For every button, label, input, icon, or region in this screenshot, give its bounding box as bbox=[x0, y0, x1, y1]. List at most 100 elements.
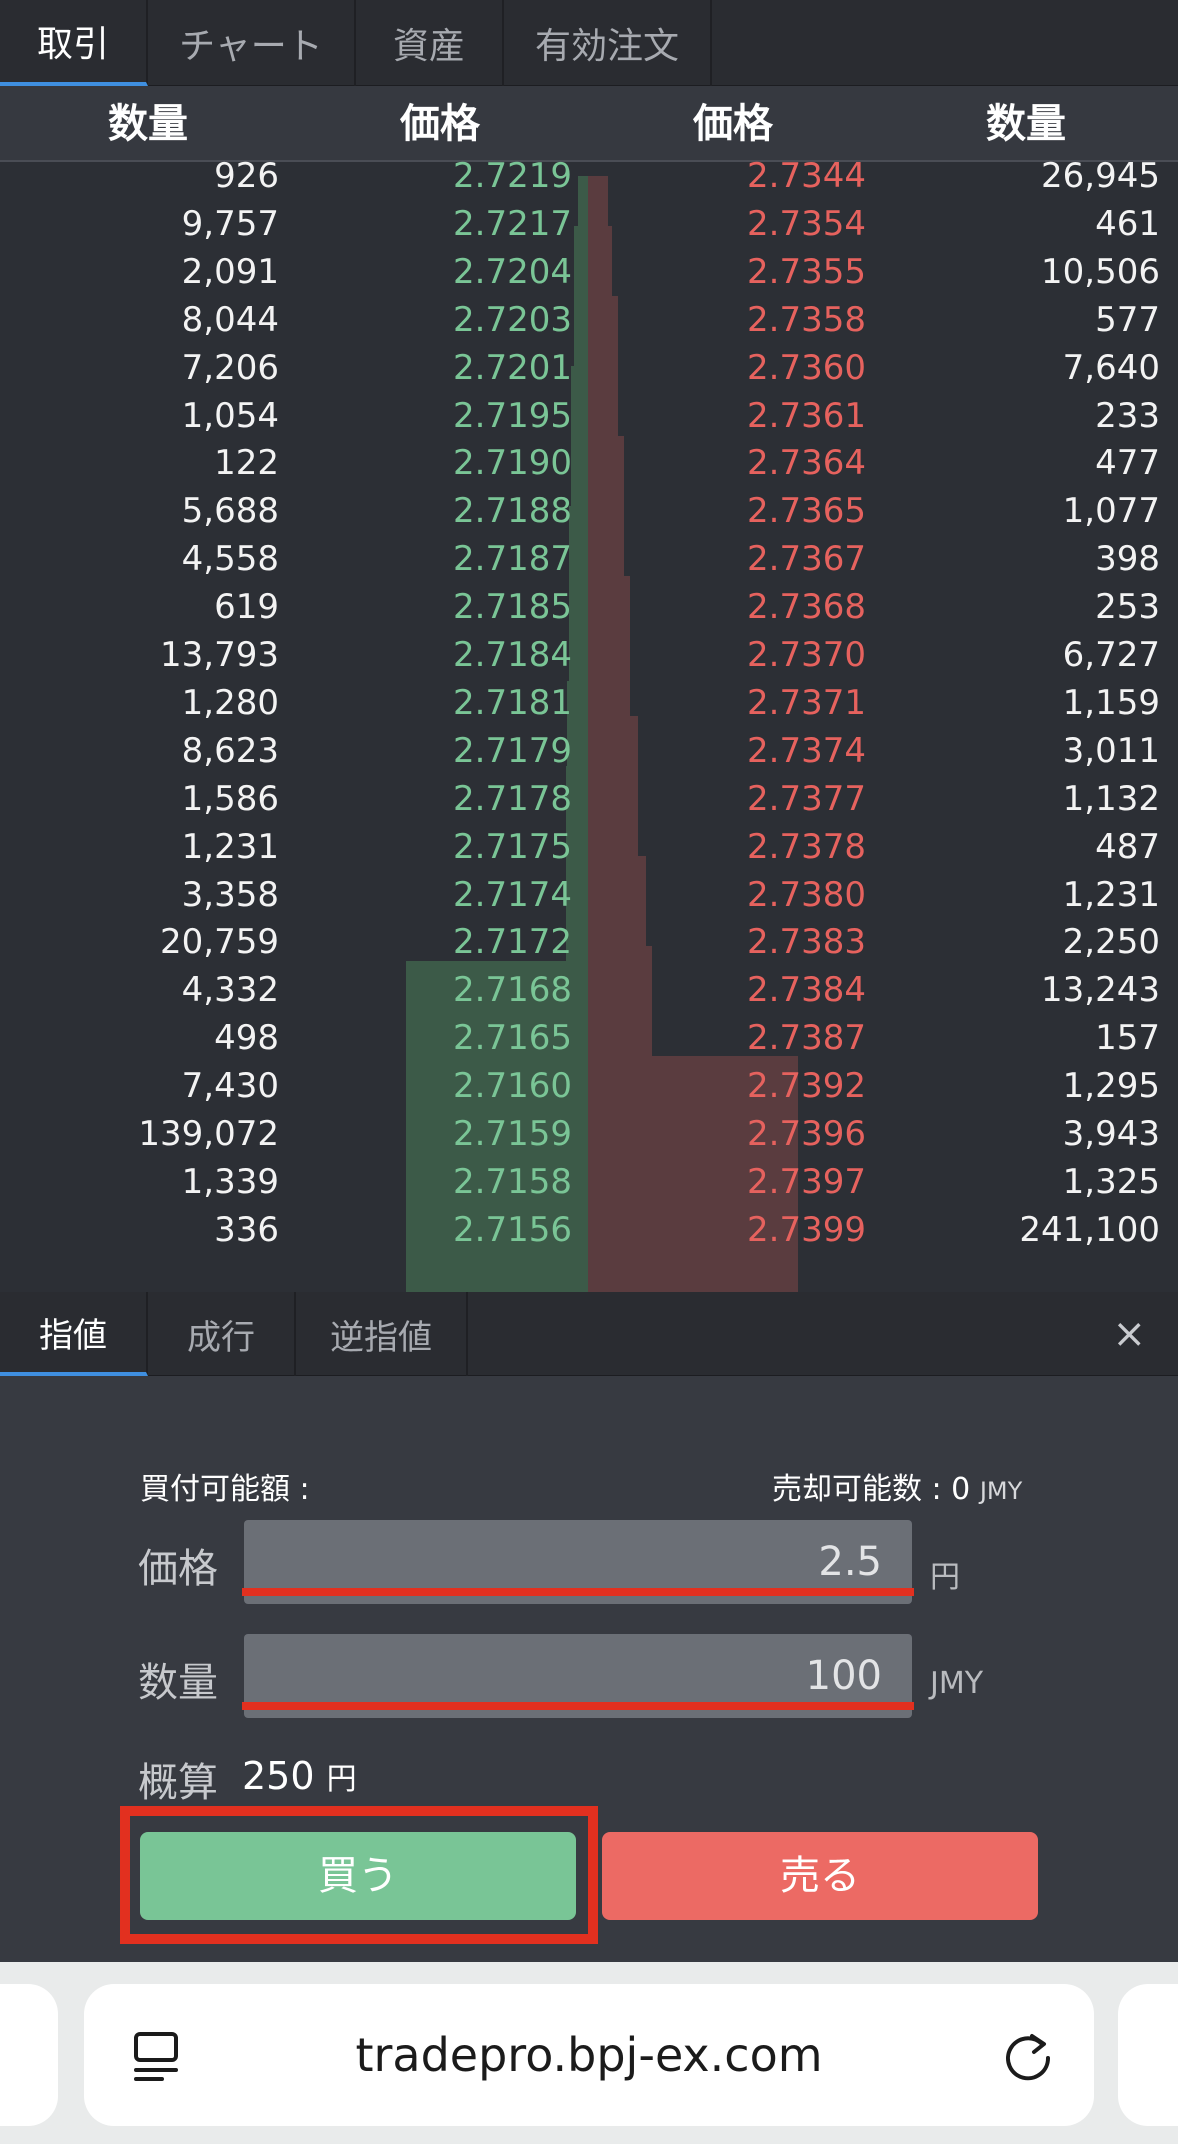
tab-limit[interactable]: 指値 bbox=[0, 1292, 148, 1376]
browser-toolbar: tradepro.bpj-ex.com bbox=[0, 1962, 1178, 2144]
order-book-row[interactable]: 1,339 2.7158 2.7397 1,325 bbox=[0, 1158, 1178, 1206]
depth-chart bbox=[406, 176, 798, 1292]
ask-quantity: 1,159 bbox=[1062, 682, 1160, 723]
bid-quantity: 1,586 bbox=[181, 778, 279, 819]
reload-icon[interactable] bbox=[1002, 2030, 1054, 2082]
bid-quantity: 1,339 bbox=[181, 1161, 279, 1202]
price-input-highlight bbox=[242, 1588, 914, 1596]
quantity-label: 数量 bbox=[138, 1660, 218, 1706]
ask-price: 2.7396 bbox=[747, 1114, 866, 1154]
tab-chart[interactable]: チャート bbox=[148, 0, 356, 86]
bid-quantity: 4,332 bbox=[181, 970, 279, 1011]
close-icon[interactable]: × bbox=[1112, 1311, 1146, 1357]
buy-button[interactable]: 買う bbox=[140, 1832, 576, 1920]
tab-open-orders[interactable]: 有効注文 bbox=[504, 0, 712, 86]
bid-price: 2.7165 bbox=[453, 1018, 572, 1059]
ask-quantity: 3,943 bbox=[1062, 1114, 1160, 1154]
ask-price: 2.7360 bbox=[747, 347, 866, 388]
order-book-row[interactable]: 498 2.7165 2.7387 157 bbox=[0, 1014, 1178, 1062]
bid-quantity: 926 bbox=[214, 156, 279, 196]
tab-trade[interactable]: 取引 bbox=[0, 0, 148, 86]
order-book-row[interactable]: 4,332 2.7168 2.7384 13,243 bbox=[0, 966, 1178, 1014]
ask-quantity: 487 bbox=[1095, 826, 1160, 867]
ask-quantity: 253 bbox=[1095, 587, 1160, 628]
bid-quantity: 1,280 bbox=[181, 682, 279, 723]
order-book-row[interactable]: 1,586 2.7178 2.7377 1,132 bbox=[0, 775, 1178, 823]
bid-quantity: 8,623 bbox=[181, 730, 279, 771]
bid-quantity: 5,688 bbox=[181, 491, 279, 532]
ask-quantity: 398 bbox=[1095, 539, 1160, 580]
order-book-row[interactable]: 9,757 2.7217 2.7354 461 bbox=[0, 200, 1178, 248]
bid-price: 2.7168 bbox=[453, 970, 572, 1011]
quantity-unit: JMY bbox=[930, 1666, 984, 1701]
bid-quantity: 2,091 bbox=[181, 251, 279, 292]
bid-quantity: 498 bbox=[214, 1018, 279, 1059]
tab-market[interactable]: 成行 bbox=[148, 1292, 296, 1376]
order-book-row[interactable]: 926 2.7219 2.7344 26,945 bbox=[0, 152, 1178, 200]
order-book-row[interactable]: 139,072 2.7159 2.7396 3,943 bbox=[0, 1110, 1178, 1158]
order-book-row[interactable]: 5,688 2.7188 2.7365 1,077 bbox=[0, 487, 1178, 535]
next-tab-pill[interactable] bbox=[1118, 1984, 1178, 2126]
order-book-row[interactable]: 13,793 2.7184 2.7370 6,727 bbox=[0, 631, 1178, 679]
ask-quantity: 10,506 bbox=[1041, 251, 1160, 292]
estimate-unit: 円 bbox=[326, 1762, 357, 1797]
order-book-row[interactable]: 2,091 2.7204 2.7355 10,506 bbox=[0, 248, 1178, 296]
bid-price: 2.7174 bbox=[453, 874, 572, 915]
ask-price: 2.7367 bbox=[747, 539, 866, 580]
ask-quantity: 1,231 bbox=[1062, 874, 1160, 915]
order-book-row[interactable]: 8,044 2.7203 2.7358 577 bbox=[0, 296, 1178, 344]
ask-price: 2.7358 bbox=[747, 299, 866, 340]
ask-price: 2.7397 bbox=[747, 1161, 866, 1202]
header-ask-quantity: 数量 bbox=[986, 101, 1066, 147]
ask-quantity: 1,325 bbox=[1062, 1161, 1160, 1202]
bid-price: 2.7185 bbox=[453, 587, 572, 628]
order-type-tab-bar: 指値 成行 逆指値 bbox=[0, 1292, 1178, 1376]
order-book-row[interactable]: 1,280 2.7181 2.7371 1,159 bbox=[0, 679, 1178, 727]
bid-quantity: 3,358 bbox=[181, 874, 279, 915]
ask-price: 2.7354 bbox=[747, 203, 866, 244]
bid-price: 2.7201 bbox=[453, 347, 572, 388]
ask-quantity: 6,727 bbox=[1062, 635, 1160, 675]
bid-price: 2.7158 bbox=[453, 1161, 572, 1202]
order-book-row[interactable]: 20,759 2.7172 2.7383 2,250 bbox=[0, 918, 1178, 966]
ask-quantity: 157 bbox=[1095, 1018, 1160, 1059]
bid-quantity: 139,072 bbox=[138, 1114, 279, 1154]
ask-price: 2.7387 bbox=[747, 1018, 866, 1059]
url-text[interactable]: tradepro.bpj-ex.com bbox=[355, 2028, 823, 2082]
tab-stop[interactable]: 逆指値 bbox=[296, 1292, 468, 1376]
ask-price: 2.7399 bbox=[747, 1209, 866, 1250]
order-book-row[interactable]: 1,054 2.7195 2.7361 233 bbox=[0, 392, 1178, 440]
ask-price: 2.7364 bbox=[747, 443, 866, 484]
sell-button[interactable]: 売る bbox=[602, 1832, 1038, 1920]
order-book-row[interactable]: 8,623 2.7179 2.7374 3,011 bbox=[0, 727, 1178, 775]
order-book-row[interactable]: 619 2.7185 2.7368 253 bbox=[0, 583, 1178, 631]
ask-quantity: 577 bbox=[1095, 299, 1160, 340]
tab-assets[interactable]: 資産 bbox=[356, 0, 504, 86]
order-book-row[interactable]: 122 2.7190 2.7364 477 bbox=[0, 439, 1178, 487]
sell-available-label: 売却可能数 : 0 JMY bbox=[772, 1472, 1023, 1507]
ask-quantity: 233 bbox=[1095, 395, 1160, 436]
bid-price: 2.7219 bbox=[453, 156, 572, 196]
order-form: 買付可能額 : 売却可能数 : 0 JMY 価格 2.5 円 数量 100 JM… bbox=[0, 1376, 1178, 1962]
order-book-row[interactable]: 7,206 2.7201 2.7360 7,640 bbox=[0, 344, 1178, 392]
main-tab-bar: 取引 チャート 資産 有効注文 bbox=[0, 0, 1178, 86]
bid-quantity: 7,430 bbox=[181, 1066, 279, 1107]
address-bar[interactable]: tradepro.bpj-ex.com bbox=[84, 1984, 1094, 2126]
ask-quantity: 2,250 bbox=[1062, 922, 1160, 963]
bid-quantity: 122 bbox=[214, 443, 279, 484]
ask-quantity: 1,295 bbox=[1062, 1066, 1160, 1107]
page-menu-icon[interactable] bbox=[132, 2030, 182, 2082]
order-book: 数量 価格 価格 数量 926 2.7219 2.7344 26,945 9,757 2.… bbox=[0, 86, 1178, 1292]
order-book-row[interactable]: 336 2.7156 2.7399 241,100 bbox=[0, 1206, 1178, 1254]
order-book-row[interactable]: 4,558 2.7187 2.7367 398 bbox=[0, 535, 1178, 583]
ask-price: 2.7361 bbox=[747, 395, 866, 436]
order-book-row[interactable]: 1,231 2.7175 2.7378 487 bbox=[0, 823, 1178, 871]
bid-price: 2.7156 bbox=[453, 1209, 572, 1250]
bid-depth-area bbox=[406, 176, 588, 1292]
ask-quantity: 3,011 bbox=[1062, 730, 1160, 771]
order-book-row[interactable]: 3,358 2.7174 2.7380 1,231 bbox=[0, 871, 1178, 919]
order-book-row[interactable]: 7,430 2.7160 2.7392 1,295 bbox=[0, 1062, 1178, 1110]
previous-tab-pill[interactable] bbox=[0, 1984, 58, 2126]
ask-price: 2.7370 bbox=[747, 635, 866, 675]
bid-quantity: 8,044 bbox=[181, 299, 279, 340]
